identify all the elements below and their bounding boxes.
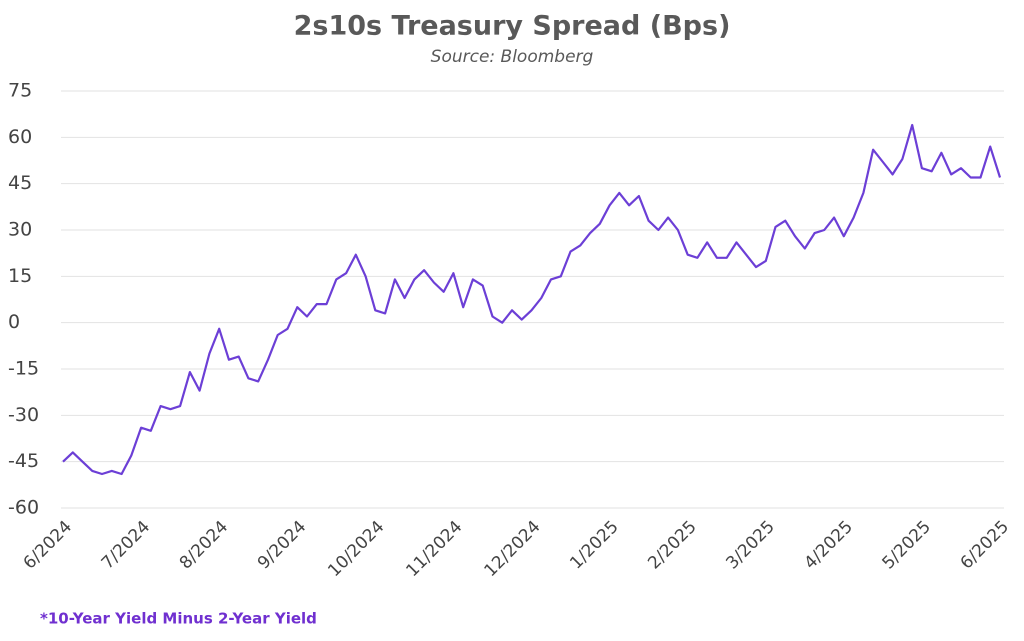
x-tick-label: 9/2024: [254, 517, 310, 573]
x-tick-label: 3/2025: [722, 517, 778, 573]
x-tick-label: 2/2025: [644, 517, 700, 573]
y-tick-label: 0: [8, 311, 20, 333]
data-line: [62, 123, 1002, 476]
x-tick-label: 6/2024: [20, 517, 76, 573]
x-tick-label: 12/2024: [480, 517, 544, 581]
chart-subtitle: Source: Bloomberg: [431, 47, 594, 67]
x-tick-label: 4/2025: [800, 517, 856, 573]
y-tick-label: -30: [8, 404, 39, 426]
x-tick-label: 8/2024: [176, 517, 232, 573]
y-tick-label: 15: [8, 265, 32, 287]
chart-title: 2s10s Treasury Spread (Bps): [294, 11, 731, 42]
x-tick-label: 5/2025: [879, 517, 935, 573]
y-tick-label: -60: [8, 497, 39, 519]
x-tick-label: 7/2024: [98, 517, 154, 573]
x-tick-label: 10/2024: [324, 517, 388, 581]
y-tick-label: 60: [8, 126, 32, 148]
y-tick-label: -15: [8, 358, 39, 380]
y-tick-label: 30: [8, 219, 32, 241]
x-tick-label: 1/2025: [566, 517, 622, 573]
footnote: *10-Year Yield Minus 2-Year Yield: [40, 610, 317, 628]
y-tick-label: 45: [8, 172, 32, 194]
y-tick-label: -45: [8, 450, 39, 472]
x-tick-label: 6/2025: [957, 517, 1013, 573]
y-tick-label: 75: [8, 80, 32, 102]
x-tick-label: 11/2024: [402, 517, 466, 581]
